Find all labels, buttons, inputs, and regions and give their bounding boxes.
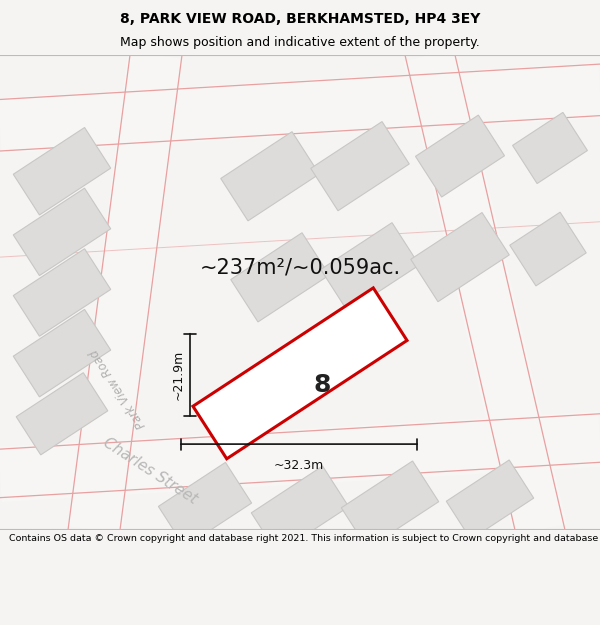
Polygon shape	[321, 222, 419, 312]
Polygon shape	[415, 115, 505, 197]
Polygon shape	[16, 372, 108, 455]
Polygon shape	[13, 188, 111, 276]
Polygon shape	[0, 62, 600, 154]
Text: 8: 8	[313, 374, 331, 398]
Text: Charles Street: Charles Street	[100, 436, 200, 508]
Polygon shape	[341, 461, 439, 549]
Text: ~237m²/~0.059ac.: ~237m²/~0.059ac.	[199, 258, 401, 278]
Polygon shape	[13, 249, 111, 336]
Polygon shape	[13, 309, 111, 397]
Polygon shape	[193, 288, 407, 459]
Polygon shape	[68, 51, 182, 534]
Text: ~21.9m: ~21.9m	[172, 350, 185, 400]
Polygon shape	[251, 466, 349, 554]
Polygon shape	[158, 462, 251, 547]
Text: 8, PARK VIEW ROAD, BERKHAMSTED, HP4 3EY: 8, PARK VIEW ROAD, BERKHAMSTED, HP4 3EY	[120, 12, 480, 26]
Polygon shape	[446, 460, 534, 539]
Polygon shape	[510, 212, 586, 286]
Text: Park View Road: Park View Road	[88, 346, 148, 431]
Polygon shape	[13, 127, 111, 215]
Polygon shape	[0, 411, 600, 502]
Text: Map shows position and indicative extent of the property.: Map shows position and indicative extent…	[120, 36, 480, 49]
Polygon shape	[221, 132, 319, 221]
Polygon shape	[411, 213, 509, 302]
Polygon shape	[512, 112, 587, 184]
Polygon shape	[231, 232, 329, 322]
Text: Contains OS data © Crown copyright and database right 2021. This information is : Contains OS data © Crown copyright and d…	[9, 534, 600, 542]
Polygon shape	[311, 122, 409, 211]
Text: ~32.3m: ~32.3m	[274, 459, 324, 472]
Polygon shape	[403, 49, 567, 536]
